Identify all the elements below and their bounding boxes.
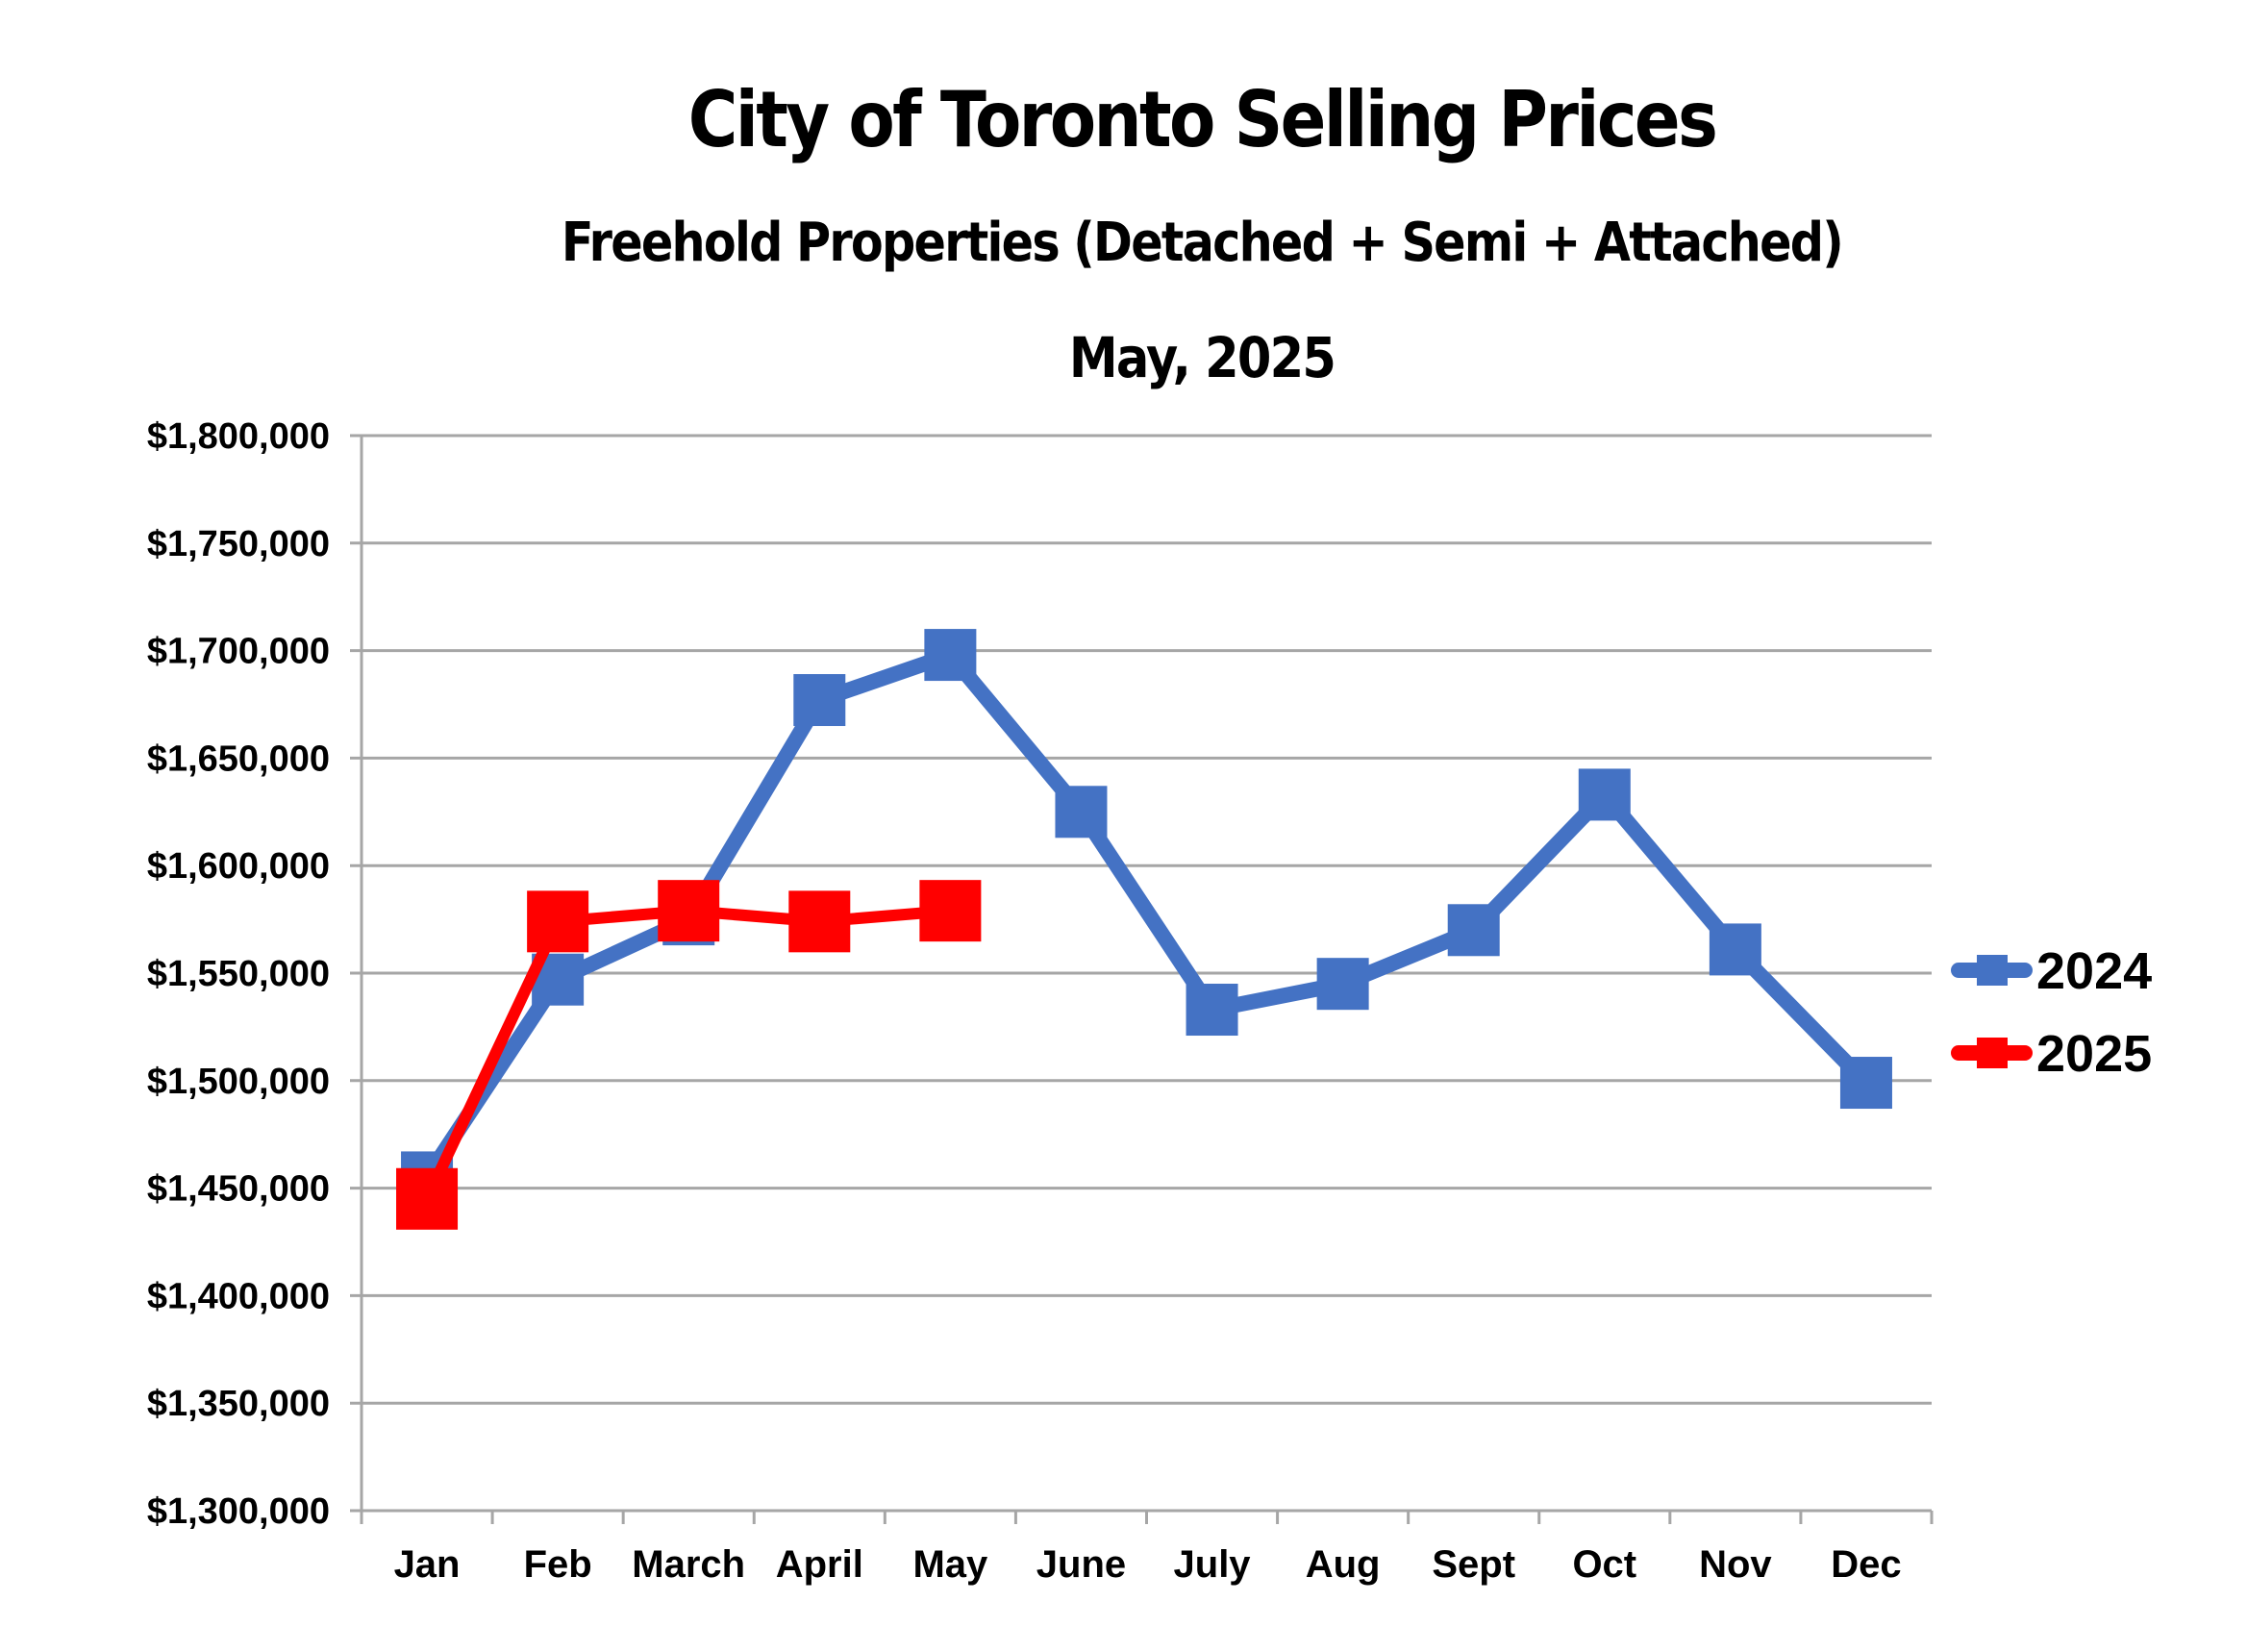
x-tick-label: March (632, 1543, 745, 1586)
chart-title: City of Toronto Selling Prices (687, 75, 1718, 164)
y-tick-label: $1,750,000 (147, 524, 330, 564)
y-tick-label: $1,650,000 (147, 738, 330, 779)
legend-marker-2025 (1977, 1038, 2008, 1068)
legend-marker-2024 (1977, 955, 2008, 986)
x-tick-label: Dec (1831, 1543, 1901, 1586)
data-point-2025 (919, 880, 982, 942)
y-tick-label: $1,700,000 (147, 632, 330, 672)
y-tick-label: $1,450,000 (147, 1169, 330, 1210)
y-tick-label: $1,500,000 (147, 1062, 330, 1102)
x-tick-label: July (1174, 1543, 1252, 1586)
chart-date-label: May, 2025 (1068, 325, 1336, 390)
y-tick-label: $1,400,000 (147, 1276, 330, 1316)
x-tick-label: Oct (1572, 1543, 1636, 1586)
x-tick-label: Nov (1699, 1543, 1772, 1586)
x-tick-label: May (912, 1543, 988, 1586)
y-tick-label: $1,550,000 (147, 954, 330, 994)
chart-subtitle: Freehold Properties (Detached + Semi + A… (561, 212, 1844, 274)
y-tick-label: $1,350,000 (147, 1384, 330, 1424)
data-point-2025 (788, 890, 851, 953)
data-point-2024 (1316, 958, 1369, 1011)
x-tick-label: Sept (1432, 1543, 1515, 1586)
legend-label-2025: 2025 (2036, 1025, 2152, 1083)
data-point-2025 (396, 1167, 459, 1230)
x-tick-label: Jan (394, 1543, 461, 1586)
legend-label-2024: 2024 (2036, 942, 2152, 1000)
data-point-2024 (1447, 904, 1500, 957)
data-point-2024 (1839, 1057, 1892, 1110)
data-point-2024 (793, 674, 846, 727)
y-tick-label: $1,300,000 (147, 1491, 330, 1532)
data-point-2024 (1186, 984, 1238, 1037)
data-point-2025 (527, 890, 589, 953)
data-point-2024 (1709, 923, 1761, 976)
y-tick-label: $1,600,000 (147, 846, 330, 887)
data-point-2024 (924, 629, 977, 682)
y-tick-label: $1,800,000 (147, 416, 330, 457)
data-point-2025 (658, 880, 720, 942)
x-tick-label: June (1036, 1543, 1126, 1586)
x-tick-label: April (776, 1543, 863, 1586)
data-point-2024 (1578, 768, 1631, 821)
x-tick-label: Aug (1306, 1543, 1381, 1586)
x-tick-label: Feb (524, 1543, 592, 1586)
data-point-2024 (1055, 786, 1108, 839)
